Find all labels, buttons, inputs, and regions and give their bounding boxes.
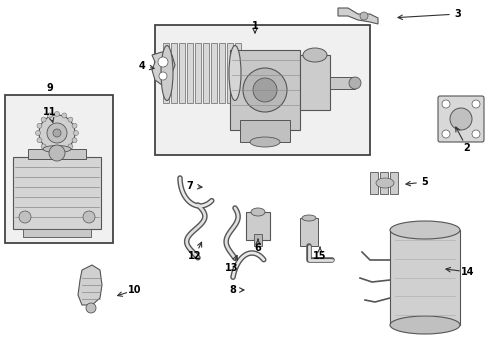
Bar <box>254 234 262 246</box>
Text: 6: 6 <box>255 243 261 253</box>
Bar <box>179 43 185 103</box>
Circle shape <box>68 144 73 149</box>
Ellipse shape <box>376 178 394 188</box>
Ellipse shape <box>302 215 316 221</box>
Circle shape <box>472 130 480 138</box>
Bar <box>240 120 290 142</box>
Bar <box>300 55 330 110</box>
Circle shape <box>72 123 77 128</box>
Circle shape <box>62 148 67 153</box>
Bar <box>390 230 460 325</box>
Circle shape <box>472 100 480 108</box>
Bar <box>5 95 113 243</box>
Ellipse shape <box>229 45 241 100</box>
Circle shape <box>72 138 77 143</box>
Circle shape <box>37 123 42 128</box>
Circle shape <box>47 148 52 153</box>
Bar <box>370 172 378 194</box>
Bar <box>28 149 86 159</box>
Circle shape <box>243 68 287 112</box>
Circle shape <box>442 100 450 108</box>
Text: 14: 14 <box>461 267 475 277</box>
Circle shape <box>253 78 277 102</box>
Polygon shape <box>78 265 102 305</box>
Bar <box>380 172 388 194</box>
Text: 15: 15 <box>313 251 327 261</box>
Polygon shape <box>338 8 378 24</box>
Circle shape <box>19 211 31 223</box>
Circle shape <box>62 113 67 118</box>
Text: 10: 10 <box>128 285 142 295</box>
Circle shape <box>68 117 73 122</box>
Circle shape <box>159 72 167 80</box>
Text: 2: 2 <box>464 143 470 153</box>
Bar <box>211 43 217 103</box>
Ellipse shape <box>390 221 460 239</box>
Circle shape <box>54 149 59 154</box>
Bar <box>300 218 318 246</box>
Circle shape <box>83 211 95 223</box>
Polygon shape <box>152 52 175 85</box>
Bar <box>155 25 370 155</box>
Circle shape <box>442 130 450 138</box>
Bar <box>23 229 91 237</box>
Text: 4: 4 <box>139 61 146 71</box>
Bar <box>187 43 193 103</box>
Circle shape <box>49 145 65 161</box>
Text: 9: 9 <box>47 83 53 93</box>
Bar <box>330 77 355 89</box>
Circle shape <box>158 57 168 67</box>
Circle shape <box>37 138 42 143</box>
Text: 3: 3 <box>455 9 462 19</box>
Circle shape <box>360 12 368 20</box>
Circle shape <box>53 129 61 137</box>
Circle shape <box>47 123 67 143</box>
Circle shape <box>349 77 361 89</box>
Circle shape <box>54 112 59 117</box>
Text: 5: 5 <box>421 177 428 187</box>
Ellipse shape <box>450 108 472 130</box>
Ellipse shape <box>43 145 71 153</box>
Ellipse shape <box>303 48 327 62</box>
Bar <box>230 50 300 130</box>
Circle shape <box>74 130 78 135</box>
Circle shape <box>86 303 96 313</box>
Bar <box>195 43 201 103</box>
Ellipse shape <box>161 45 173 100</box>
Circle shape <box>39 115 75 151</box>
Ellipse shape <box>251 208 265 216</box>
Text: 7: 7 <box>187 181 194 191</box>
Bar <box>219 43 225 103</box>
Circle shape <box>35 130 41 135</box>
Circle shape <box>47 113 52 118</box>
Bar <box>235 43 241 103</box>
Bar <box>390 172 398 194</box>
Text: 8: 8 <box>229 285 237 295</box>
Text: 1: 1 <box>252 21 258 31</box>
Circle shape <box>41 144 46 149</box>
Bar <box>13 157 101 229</box>
Bar <box>163 43 169 103</box>
FancyBboxPatch shape <box>438 96 484 142</box>
Bar <box>171 43 177 103</box>
Bar <box>246 212 270 240</box>
Bar <box>227 43 233 103</box>
Text: 11: 11 <box>43 107 57 117</box>
Text: 13: 13 <box>225 263 239 273</box>
Ellipse shape <box>250 137 280 147</box>
Text: 12: 12 <box>188 251 202 261</box>
Bar <box>203 43 209 103</box>
Circle shape <box>41 117 46 122</box>
Ellipse shape <box>390 316 460 334</box>
